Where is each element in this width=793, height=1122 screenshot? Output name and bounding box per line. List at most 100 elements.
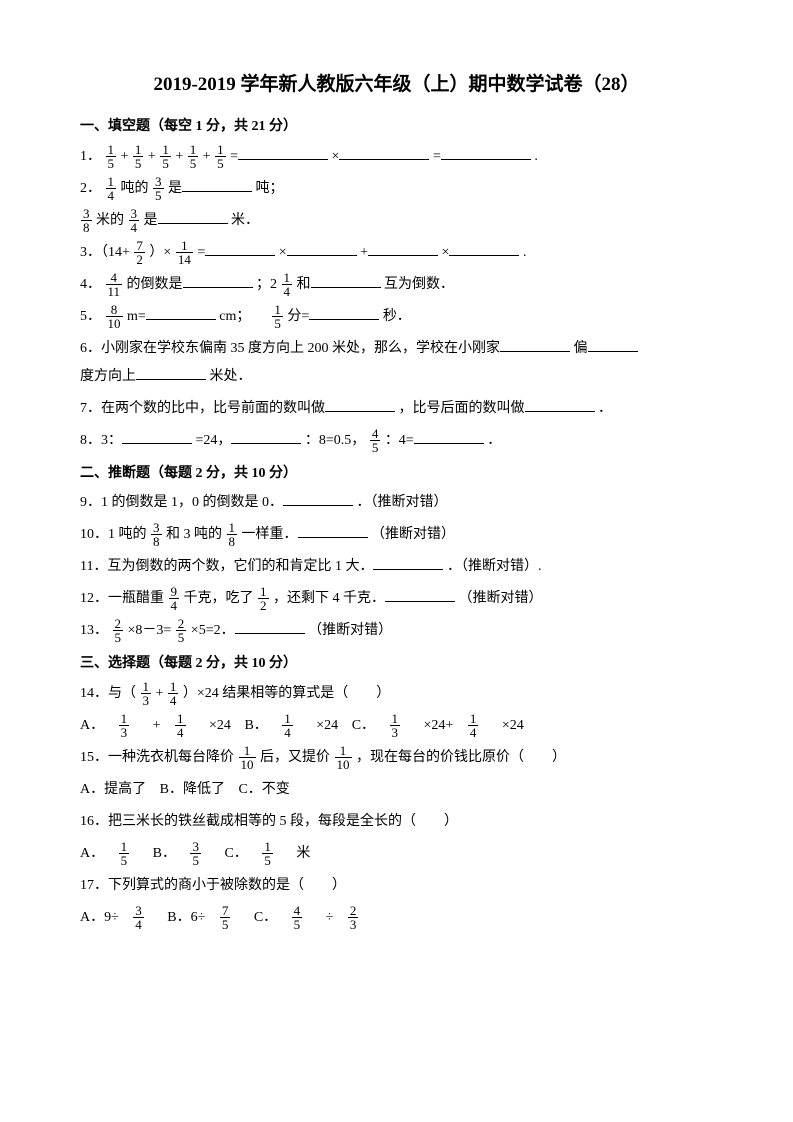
q10-num: 10．1 吨的 <box>80 527 147 542</box>
q6-text: 6．小刚家在学校东偏南 35 度方向上 200 米处，那么，学校在小刚家 <box>80 341 500 356</box>
text: =24， <box>196 433 232 448</box>
frac: 72 <box>134 239 145 266</box>
period: ． <box>487 433 501 448</box>
unit: 米 <box>296 846 310 861</box>
blank <box>298 523 368 538</box>
opt-a: A．9÷ <box>80 910 119 925</box>
question-2a: 2． 14 吨的 35 是 吨； <box>80 175 713 203</box>
question-14: 14．与（ 13 + 14 ）×24 结果相等的算式是（ ） <box>80 680 713 708</box>
text: ）×24 结果相等的算式是（ ） <box>183 686 390 701</box>
text: ×24 <box>502 718 524 733</box>
frac: 23 <box>348 904 369 931</box>
question-15-options: A．提高了 B．降低了 C．不变 <box>80 776 713 804</box>
question-8: 8．3： =24， ：8=0.5， 45 ：4= ． <box>80 427 713 455</box>
div: ÷ <box>326 910 334 925</box>
frac: 14 <box>282 712 303 739</box>
unit: cm； <box>219 309 250 324</box>
frac: 810 <box>106 303 123 330</box>
text: 吨的 <box>121 181 149 196</box>
text: 分= <box>287 309 309 324</box>
text: ：8=0.5， <box>305 433 365 448</box>
times: × <box>332 149 340 164</box>
text: ，还剩下 4 千克． <box>273 591 385 606</box>
period: . <box>523 245 527 260</box>
tag: （推断对错） <box>308 623 392 638</box>
equals: = <box>230 149 238 164</box>
frac: 14 <box>468 712 489 739</box>
frac: 25 <box>176 617 187 644</box>
text: 互为倒数． <box>384 277 454 292</box>
frac: 13 <box>119 712 140 739</box>
frac-1-5: 15 <box>160 143 171 170</box>
text: ，比号后面的数叫做 <box>399 401 525 416</box>
text: 米的 <box>96 213 124 228</box>
frac: 14 <box>175 712 196 739</box>
frac: 38 <box>81 207 92 234</box>
opt-c: C． <box>352 718 375 733</box>
frac: 15 <box>262 840 283 867</box>
opt-b: B． <box>244 718 267 733</box>
unit: 吨； <box>256 181 284 196</box>
times: × <box>279 245 287 260</box>
blank <box>309 305 379 320</box>
text: 是 <box>144 213 158 228</box>
page-title: 2019-2019 学年新人教版六年级（上）期中数学试卷（28） <box>80 70 713 100</box>
opt-a: A．提高了 <box>80 782 146 797</box>
tag: （推断对错） <box>459 591 543 606</box>
text: ×24 <box>316 718 338 733</box>
text: ；2 <box>256 277 277 292</box>
q17-text: 17．下列算式的商小于被除数的是（ ） <box>80 878 346 893</box>
text: ：4= <box>385 433 414 448</box>
text: 米处． <box>210 369 252 384</box>
frac: 38 <box>151 521 162 548</box>
q3-num: 3．（14+ <box>80 245 130 260</box>
opt-a: A． <box>80 718 104 733</box>
question-9: 9．1 的倒数是 1，0 的倒数是 0． ．（推断对错） <box>80 489 713 517</box>
text: 千克，吃了 <box>184 591 254 606</box>
text: 偏 <box>574 341 588 356</box>
text: ×5=2． <box>191 623 235 638</box>
blank <box>449 241 519 256</box>
frac: 411 <box>106 271 123 298</box>
text: 一样重． <box>242 527 298 542</box>
section-2-heading: 二、推断题（每题 2 分，共 10 分） <box>80 463 713 485</box>
period: . <box>534 149 538 164</box>
text: ×8－3= <box>128 623 172 638</box>
question-2b: 38 米的 34 是 米． <box>80 207 713 235</box>
frac: 25 <box>113 617 124 644</box>
text: ）× <box>149 245 171 260</box>
blank <box>368 241 438 256</box>
question-13: 13． 25 ×8－3= 25 ×5=2． （推断对错） <box>80 617 713 645</box>
opt-b: B．降低了 <box>160 782 225 797</box>
frac-1-5: 15 <box>215 143 226 170</box>
question-15: 15．一种洗衣机每台降价 110 后，又提价 110 ，现在每台的价钱比原价（ … <box>80 744 713 772</box>
frac: 114 <box>176 239 193 266</box>
q7-text: 7．在两个数的比中，比号前面的数叫做 <box>80 401 325 416</box>
frac: 110 <box>239 744 256 771</box>
text: 是 <box>168 181 182 196</box>
q12-num: 12．一瓶醋重 <box>80 591 164 606</box>
frac: 13 <box>390 712 411 739</box>
q8-num: 8．3： <box>80 433 122 448</box>
text: 和 <box>297 277 311 292</box>
text: 的倒数是 <box>127 277 183 292</box>
plus: + <box>175 149 183 164</box>
frac: 15 <box>119 840 140 867</box>
text: ×24 <box>209 718 231 733</box>
plus: + <box>153 718 161 733</box>
blank <box>325 397 395 412</box>
frac: 45 <box>292 904 313 931</box>
plus: + <box>148 149 156 164</box>
opt-c: C． <box>254 910 277 925</box>
blank <box>588 337 638 352</box>
q13-num: 13． <box>80 623 108 638</box>
frac: 14 <box>106 175 117 202</box>
question-6: 6．小刚家在学校东偏南 35 度方向上 200 米处，那么，学校在小刚家 偏 度… <box>80 335 713 391</box>
period: ． <box>598 401 612 416</box>
q16-text: 16．把三米长的铁丝截成相等的 5 段，每段是全长的（ ） <box>80 814 458 829</box>
frac: 15 <box>272 303 283 330</box>
frac: 13 <box>141 680 152 707</box>
question-4: 4． 411 的倒数是 ；2 14 和 互为倒数． <box>80 271 713 299</box>
plus: + <box>203 149 211 164</box>
question-10: 10．1 吨的 38 和 3 吨的 18 一样重． （推断对错） <box>80 521 713 549</box>
